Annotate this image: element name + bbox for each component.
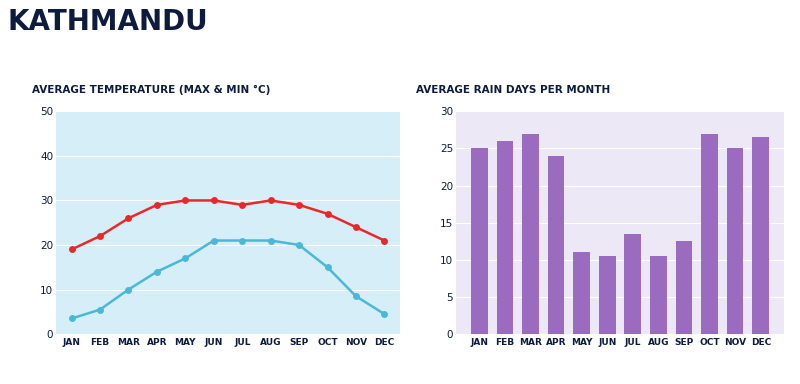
Text: AVERAGE TEMPERATURE (MAX & MIN °C): AVERAGE TEMPERATURE (MAX & MIN °C) [32,85,270,95]
Text: KATHMANDU: KATHMANDU [8,8,209,36]
Bar [599,256,615,334]
Bar [676,241,692,334]
Bar [753,137,769,334]
Bar [625,234,641,334]
Bar [650,256,666,334]
Bar [471,149,487,334]
Bar [574,252,590,334]
Bar [702,134,718,334]
Bar [727,149,743,334]
Bar [497,141,513,334]
Bar [522,134,538,334]
Text: AVERAGE RAIN DAYS PER MONTH: AVERAGE RAIN DAYS PER MONTH [416,85,610,95]
Bar [548,156,564,334]
